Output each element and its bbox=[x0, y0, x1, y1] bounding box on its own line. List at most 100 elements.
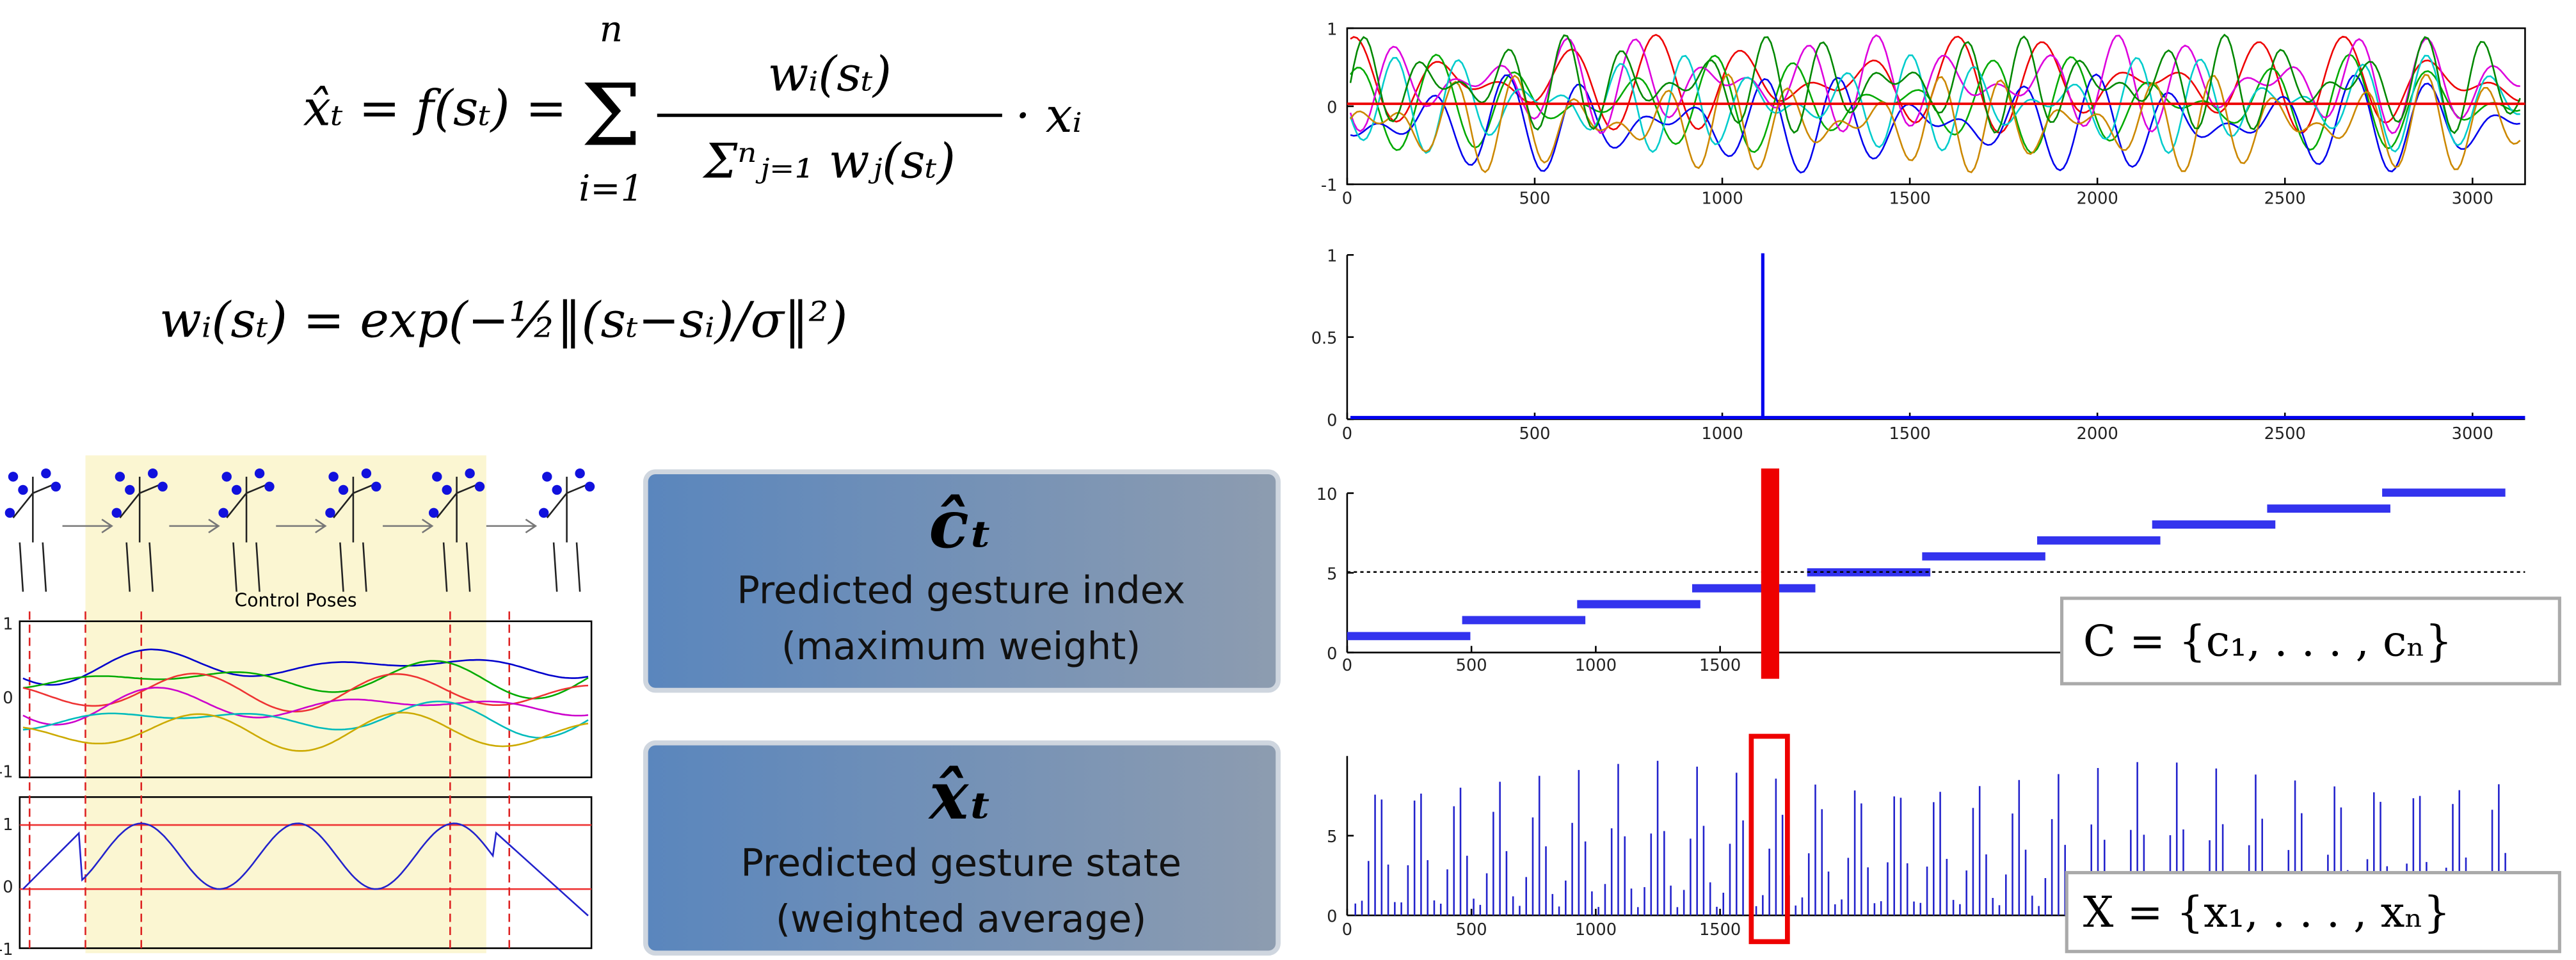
y-tick-label: -1 bbox=[0, 763, 13, 782]
marker bbox=[4, 508, 15, 518]
arrow bbox=[486, 518, 538, 534]
trace bbox=[22, 648, 589, 686]
x-tick-label: 1500 bbox=[1699, 920, 1741, 940]
x-tick-label: 500 bbox=[1519, 424, 1550, 444]
trace bbox=[22, 687, 589, 726]
y-tick-label: 1 bbox=[1327, 20, 1337, 39]
set-box bbox=[2060, 596, 2561, 685]
y-tick-label: 5 bbox=[1327, 828, 1337, 847]
eq-rhs: · xᵢ bbox=[1015, 88, 1082, 143]
x-tick-label: 1000 bbox=[1701, 189, 1743, 209]
x-tick-label: 2500 bbox=[2264, 189, 2306, 209]
marker bbox=[538, 508, 549, 518]
trace bbox=[22, 673, 589, 713]
y-tick-label: 0 bbox=[3, 877, 13, 897]
box-symbol: ĉₜ bbox=[929, 486, 993, 563]
y-tick-label: 0.5 bbox=[1311, 329, 1338, 348]
marker bbox=[432, 472, 442, 482]
y-tick-label: 0 bbox=[3, 689, 13, 708]
eq-lhs: x̂ₜ = f(sₜ) = bbox=[303, 81, 567, 138]
stick-figure bbox=[436, 476, 477, 592]
marker bbox=[18, 484, 28, 495]
marker bbox=[218, 508, 228, 518]
y-tick-label: -1 bbox=[1321, 176, 1338, 195]
trace bbox=[1350, 73, 2520, 174]
marker bbox=[264, 481, 275, 492]
lower-plot-frame bbox=[19, 796, 593, 949]
x-tick-label: 500 bbox=[1456, 656, 1487, 675]
set-x: X = {x₁, . . . , xₙ} bbox=[2083, 887, 2451, 937]
marker bbox=[148, 468, 158, 479]
marker bbox=[428, 508, 439, 518]
upper-plot-frame bbox=[19, 620, 593, 778]
trace bbox=[22, 660, 589, 700]
x-tick-label: 0 bbox=[1342, 920, 1352, 940]
y-tick-label: -1 bbox=[0, 940, 13, 959]
marker bbox=[328, 472, 339, 482]
marker bbox=[231, 484, 242, 495]
illustration: 1 0 -1 1 0 -1 bbox=[0, 468, 595, 959]
box-line: (weighted average) bbox=[776, 897, 1146, 941]
marker bbox=[254, 468, 265, 479]
y-tick-label: 0 bbox=[1327, 644, 1337, 664]
eq-numerator: wᵢ(sₜ) bbox=[768, 47, 892, 102]
x-tick-label: 0 bbox=[1342, 189, 1352, 209]
y-tick-label: 10 bbox=[1316, 485, 1338, 504]
y-tick-label: 0 bbox=[1327, 908, 1337, 927]
trace bbox=[22, 822, 589, 916]
info-box bbox=[643, 740, 1281, 956]
eq-lower: i=1 bbox=[579, 168, 643, 210]
stick-figure bbox=[119, 476, 160, 592]
x-tick-label: 1500 bbox=[1889, 189, 1930, 209]
arrow bbox=[383, 518, 434, 534]
marker bbox=[125, 484, 135, 495]
trace bbox=[1349, 33, 2521, 134]
x-tick-label: 500 bbox=[1456, 920, 1487, 940]
eq-denominator: Σⁿⱼ₌₁ wⱼ(sₜ) bbox=[702, 134, 956, 189]
arrow bbox=[276, 518, 327, 534]
marker bbox=[442, 484, 452, 495]
marker bbox=[474, 481, 485, 492]
marker bbox=[465, 468, 475, 479]
y-tick-label: 1 bbox=[3, 615, 13, 634]
marker bbox=[51, 481, 61, 492]
marker bbox=[111, 508, 122, 518]
marker bbox=[542, 472, 552, 482]
marker bbox=[115, 472, 125, 482]
x-tick-label: 2500 bbox=[2264, 424, 2306, 444]
eq-upper: n bbox=[600, 9, 623, 51]
y-tick-label: 5 bbox=[1327, 564, 1337, 584]
box-line: Predicted gesture index bbox=[737, 568, 1185, 612]
box-symbol: x̂ₜ bbox=[928, 758, 993, 835]
x-tick-label: 3000 bbox=[2452, 189, 2493, 209]
eq-sum: Σ bbox=[581, 66, 641, 165]
marker bbox=[157, 481, 168, 492]
x-tick-label: 0 bbox=[1342, 424, 1352, 444]
info-box bbox=[643, 469, 1281, 693]
marker bbox=[371, 481, 381, 492]
set-c: C = {c₁, . . . , cₙ} bbox=[2083, 616, 2452, 666]
x-tick-label: 2000 bbox=[2077, 424, 2118, 444]
y-tick-label: 1 bbox=[1327, 247, 1337, 266]
eq-weight: wᵢ(sₜ) = exp(−½‖(sₜ−sᵢ)/σ‖²) bbox=[159, 292, 847, 349]
y-tick-label: 0 bbox=[1327, 411, 1337, 430]
marker bbox=[584, 481, 595, 492]
x-tick-label: 1000 bbox=[1701, 424, 1743, 444]
x-tick-label: 0 bbox=[1342, 656, 1352, 675]
box-line: Predicted gesture state bbox=[740, 841, 1181, 885]
marker bbox=[221, 472, 232, 482]
stick-figure bbox=[546, 476, 587, 592]
highlight-box bbox=[1748, 733, 1790, 945]
stick-figure bbox=[333, 476, 374, 592]
stick-figure bbox=[226, 476, 267, 592]
y-tick-label: 1 bbox=[3, 815, 13, 835]
marker bbox=[325, 508, 335, 518]
marker bbox=[575, 468, 585, 479]
trace bbox=[1349, 34, 2520, 134]
arrow bbox=[62, 518, 113, 534]
x-tick-label: 1500 bbox=[1889, 424, 1930, 444]
marker bbox=[552, 484, 562, 495]
